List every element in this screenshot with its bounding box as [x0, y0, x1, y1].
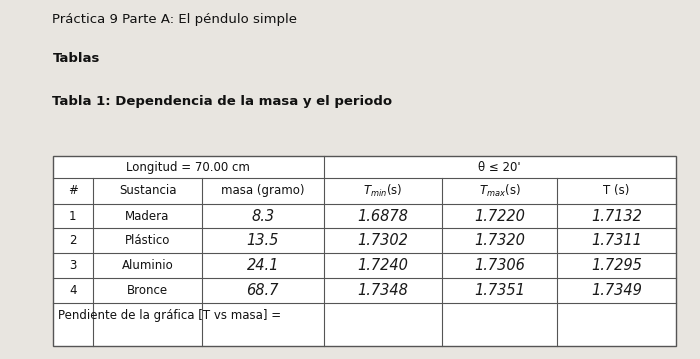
Text: $T_{min}$(s): $T_{min}$(s)	[363, 183, 402, 199]
Text: Aluminio: Aluminio	[122, 259, 174, 272]
Text: Madera: Madera	[125, 210, 169, 223]
Text: Plástico: Plástico	[125, 234, 170, 247]
Text: 1.6878: 1.6878	[357, 209, 408, 224]
Text: 2: 2	[69, 234, 76, 247]
Text: 1.7240: 1.7240	[357, 258, 408, 273]
Text: 1.7220: 1.7220	[474, 209, 525, 224]
Text: 1.7132: 1.7132	[591, 209, 642, 224]
Text: 1.7311: 1.7311	[591, 233, 642, 248]
Text: Pendiente de la gráfica [T vs masa] =: Pendiente de la gráfica [T vs masa] =	[58, 308, 281, 322]
Text: 13.5: 13.5	[246, 233, 279, 248]
Text: 1.7295: 1.7295	[591, 258, 642, 273]
Text: Longitud = 70.00 cm: Longitud = 70.00 cm	[126, 160, 250, 174]
Text: T (s): T (s)	[603, 185, 629, 197]
Text: 3: 3	[69, 259, 76, 272]
Text: 24.1: 24.1	[246, 258, 279, 273]
Text: 1.7320: 1.7320	[474, 233, 525, 248]
Text: Tabla 1: Dependencia de la masa y el periodo: Tabla 1: Dependencia de la masa y el per…	[52, 95, 393, 108]
Text: 68.7: 68.7	[246, 283, 279, 298]
Text: Sustancia: Sustancia	[119, 185, 176, 197]
Text: 8.3: 8.3	[251, 209, 274, 224]
Text: 1.7348: 1.7348	[357, 283, 408, 298]
Text: θ ≤ 20': θ ≤ 20'	[478, 160, 521, 174]
Text: masa (gramo): masa (gramo)	[221, 185, 304, 197]
Text: #: #	[68, 185, 78, 197]
Text: 1.7306: 1.7306	[474, 258, 525, 273]
Text: 1.7349: 1.7349	[591, 283, 642, 298]
Text: 1.7351: 1.7351	[474, 283, 525, 298]
Text: 4: 4	[69, 284, 76, 297]
Text: $T_{max}$(s): $T_{max}$(s)	[479, 183, 520, 199]
Text: Práctica 9 Parte A: El péndulo simple: Práctica 9 Parte A: El péndulo simple	[52, 13, 298, 25]
Text: Tablas: Tablas	[52, 52, 100, 65]
Text: 1: 1	[69, 210, 76, 223]
Text: Bronce: Bronce	[127, 284, 168, 297]
Text: 1.7302: 1.7302	[357, 233, 408, 248]
